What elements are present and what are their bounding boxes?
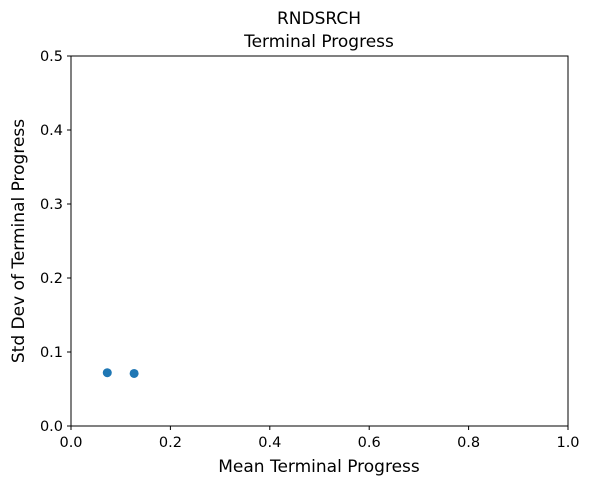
x-tick-label: 1.0	[556, 435, 579, 451]
y-tick-label: 0.5	[40, 49, 63, 65]
y-axis-label: Std Dev of Terminal Progress	[9, 119, 29, 363]
x-tick-label: 0.6	[358, 435, 381, 451]
x-tick-label: 0.0	[59, 435, 82, 451]
x-axis-label: Mean Terminal Progress	[218, 457, 420, 477]
chart-title: RNDSRCH	[277, 9, 361, 29]
y-tick-label: 0.2	[40, 271, 63, 287]
plot-area	[70, 55, 569, 427]
x-tick-label: 0.2	[159, 435, 182, 451]
x-tick-label: 0.8	[457, 435, 480, 451]
y-tick-label: 0.3	[40, 197, 63, 213]
y-tick-label: 0.1	[40, 345, 63, 361]
points-layer	[102, 368, 139, 378]
y-tick-label: 0.4	[40, 123, 63, 139]
x-axis-ticks: 0.0 0.2 0.4 0.6 0.8 1.0	[59, 426, 580, 451]
y-tick-label: 0.0	[40, 419, 63, 435]
chart-subtitle: Terminal Progress	[243, 32, 394, 52]
y-axis-ticks: 0.0 0.1 0.2 0.3 0.4 0.5	[40, 49, 71, 435]
scatter-point	[102, 368, 112, 378]
scatter-point	[129, 368, 139, 378]
x-tick-label: 0.4	[258, 435, 281, 451]
plot-frame	[70, 55, 569, 427]
